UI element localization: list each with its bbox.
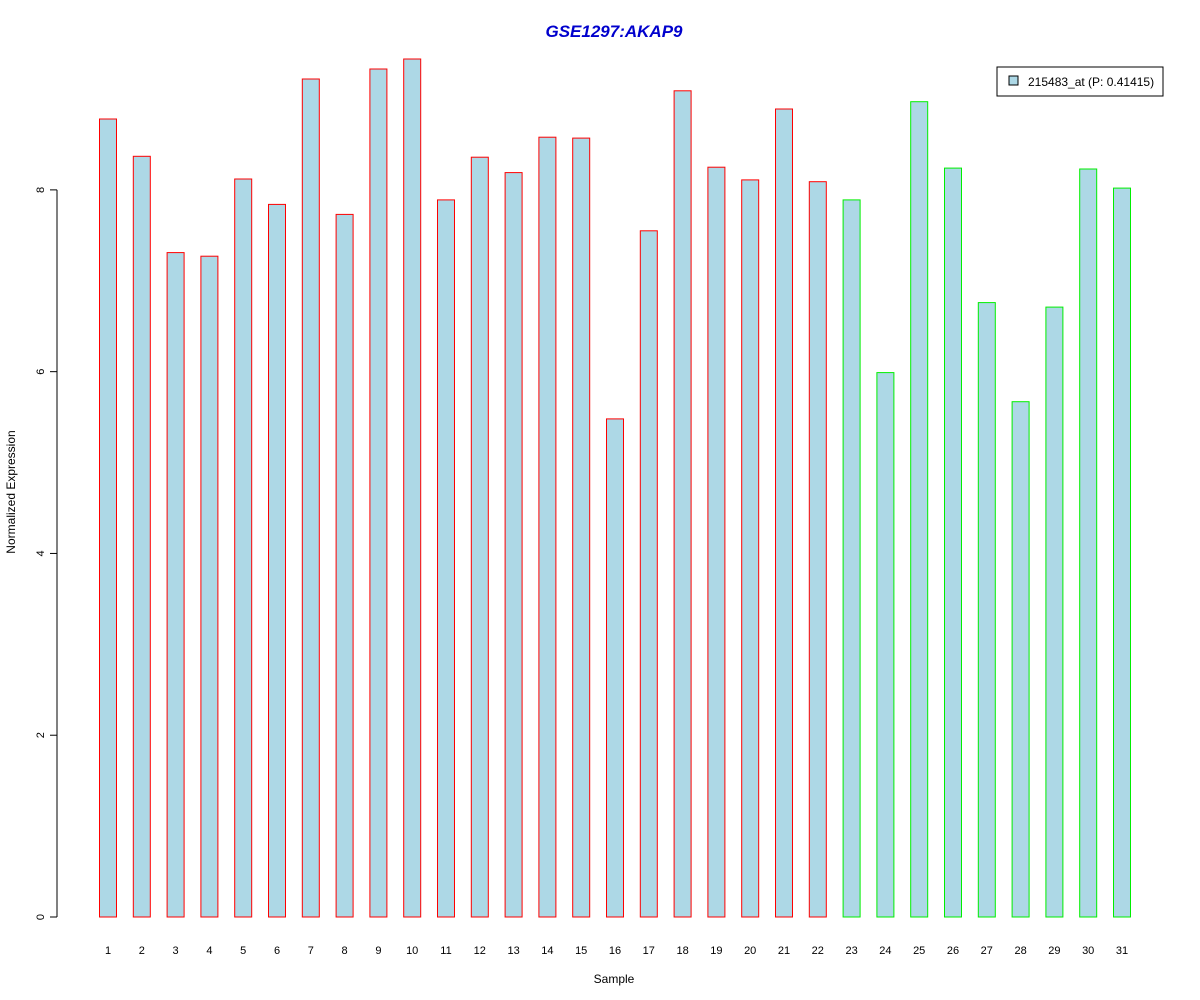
x-tick-label: 3 [173, 945, 179, 957]
bar-sample-9 [369, 68, 388, 918]
bar-sample-25 [910, 101, 929, 918]
x-tick-label: 27 [981, 945, 993, 957]
y-tick-label: 0 [35, 914, 47, 920]
x-tick-label: 10 [406, 945, 418, 957]
bar-sample-13 [504, 172, 523, 918]
legend-label: 215483_at (P: 0.41415) [1028, 75, 1154, 89]
x-tick-label: 30 [1082, 945, 1094, 957]
bar-sample-24 [876, 372, 895, 918]
x-tick-label: 13 [507, 945, 519, 957]
bar-sample-31 [1113, 187, 1131, 918]
bar-sample-8 [335, 213, 354, 918]
x-tick-label: 7 [308, 945, 314, 957]
y-axis: 0 2 4 6 8 [35, 187, 58, 920]
bar-sample-14 [538, 136, 557, 918]
x-tick-label: 11 [440, 945, 451, 957]
x-tick-label: 9 [375, 945, 381, 957]
bar-sample-18 [673, 90, 692, 918]
bar-sample-22 [808, 181, 827, 918]
bar-sample-29 [1045, 306, 1064, 918]
bar-sample-3 [166, 252, 185, 918]
bar-sample-26 [944, 167, 962, 918]
bar-sample-7 [301, 78, 320, 918]
bar-sample-10 [403, 58, 422, 918]
x-tick-label: 21 [778, 945, 790, 957]
bar-sample-27 [977, 302, 996, 918]
x-tick-label: 6 [274, 945, 280, 957]
y-tick-label: 2 [35, 732, 47, 738]
bar-sample-1 [99, 118, 117, 918]
bar-sample-5 [234, 178, 253, 918]
bar-sample-21 [775, 108, 793, 918]
bar-sample-19 [707, 166, 726, 918]
x-tick-label: 1 [105, 945, 111, 957]
x-tick-label: 20 [744, 945, 756, 957]
bar-sample-30 [1079, 168, 1098, 918]
legend-box [996, 66, 1164, 97]
y-axis-label: Normalized Expression [4, 430, 18, 553]
bar-sample-17 [639, 230, 658, 918]
x-tick-label: 12 [474, 945, 486, 957]
x-tick-label: 24 [879, 945, 891, 957]
bar-sample-2 [132, 155, 151, 918]
x-tick-label: 5 [240, 945, 246, 957]
x-tick-label: 16 [609, 945, 621, 957]
y-tick-label: 4 [35, 550, 47, 556]
x-tick-label: 19 [710, 945, 722, 957]
chart-title: GSE1297:AKAP9 [545, 22, 683, 41]
y-tick-label: 8 [35, 187, 47, 193]
x-tick-labels: 1 2 3 4 5 6 7 8 9 10 11 12 13 14 15 16 17 18 19 20 21 22 23 24 2… [105, 945, 1128, 957]
x-tick-label: 28 [1014, 945, 1026, 957]
bar-sample-16 [606, 418, 624, 918]
bar-sample-20 [741, 179, 760, 918]
x-tick-label: 15 [575, 945, 587, 957]
x-tick-label: 8 [342, 945, 348, 957]
x-tick-label: 17 [643, 945, 655, 957]
x-tick-label: 26 [947, 945, 959, 957]
x-axis-label: Sample [594, 972, 635, 986]
bars [99, 58, 1131, 918]
x-tick-label: 23 [845, 945, 857, 957]
bar-sample-4 [200, 255, 219, 918]
bar-sample-28 [1011, 401, 1030, 918]
legend: 215483_at (P: 0.41415) [996, 66, 1164, 97]
y-tick-label: 6 [35, 369, 47, 375]
bar-sample-15 [572, 137, 591, 918]
x-tick-label: 29 [1048, 945, 1060, 957]
x-tick-label: 14 [541, 945, 553, 957]
x-tick-label: 4 [206, 945, 212, 957]
x-tick-label: 22 [812, 945, 824, 957]
x-tick-label: 25 [913, 945, 925, 957]
bar-sample-12 [470, 156, 489, 918]
bar-sample-6 [268, 203, 286, 918]
bar-sample-11 [437, 199, 455, 918]
x-tick-label: 31 [1116, 945, 1128, 957]
legend-swatch [1008, 75, 1019, 86]
x-tick-label: 2 [139, 945, 145, 957]
bar-sample-23 [842, 199, 861, 918]
x-tick-label: 18 [676, 945, 688, 957]
